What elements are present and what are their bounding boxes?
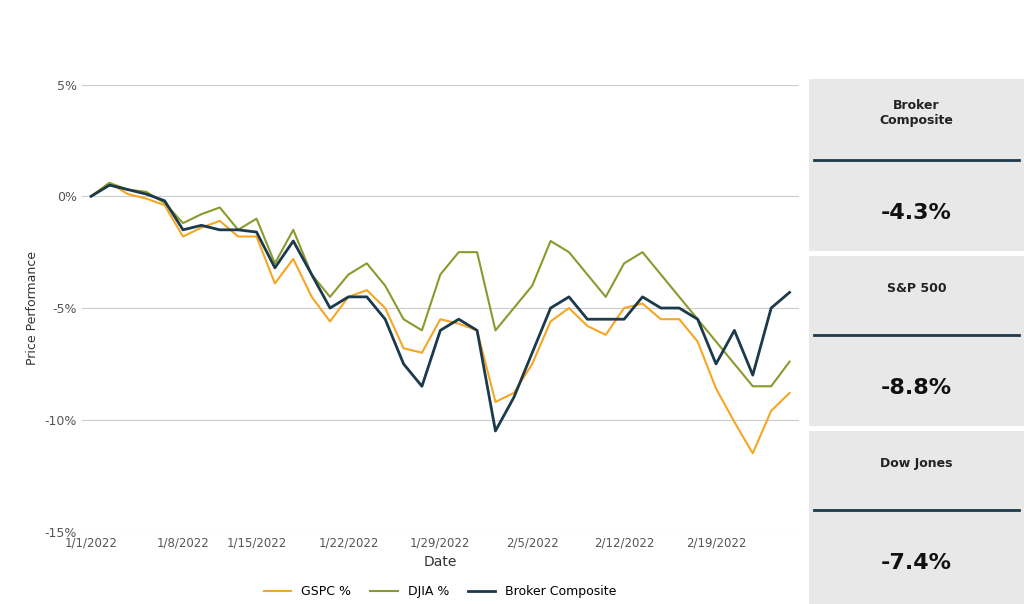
Text: YTD Performance: YTD Performance (396, 18, 628, 42)
Text: Dow Jones: Dow Jones (881, 457, 952, 470)
Text: 1/1/2022 - 2/28/2022: 1/1/2022 - 2/28/2022 (439, 54, 585, 68)
X-axis label: Date: Date (424, 555, 457, 569)
Text: S&P 500: S&P 500 (887, 282, 946, 295)
Text: -4.3%: -4.3% (881, 203, 952, 223)
Y-axis label: Price Performance: Price Performance (27, 251, 39, 365)
Text: -8.8%: -8.8% (881, 378, 952, 398)
Legend: GSPC %, DJIA %, Broker Composite: GSPC %, DJIA %, Broker Composite (259, 580, 622, 603)
Text: Broker
Composite: Broker Composite (880, 99, 953, 127)
Text: -7.4%: -7.4% (881, 553, 952, 573)
